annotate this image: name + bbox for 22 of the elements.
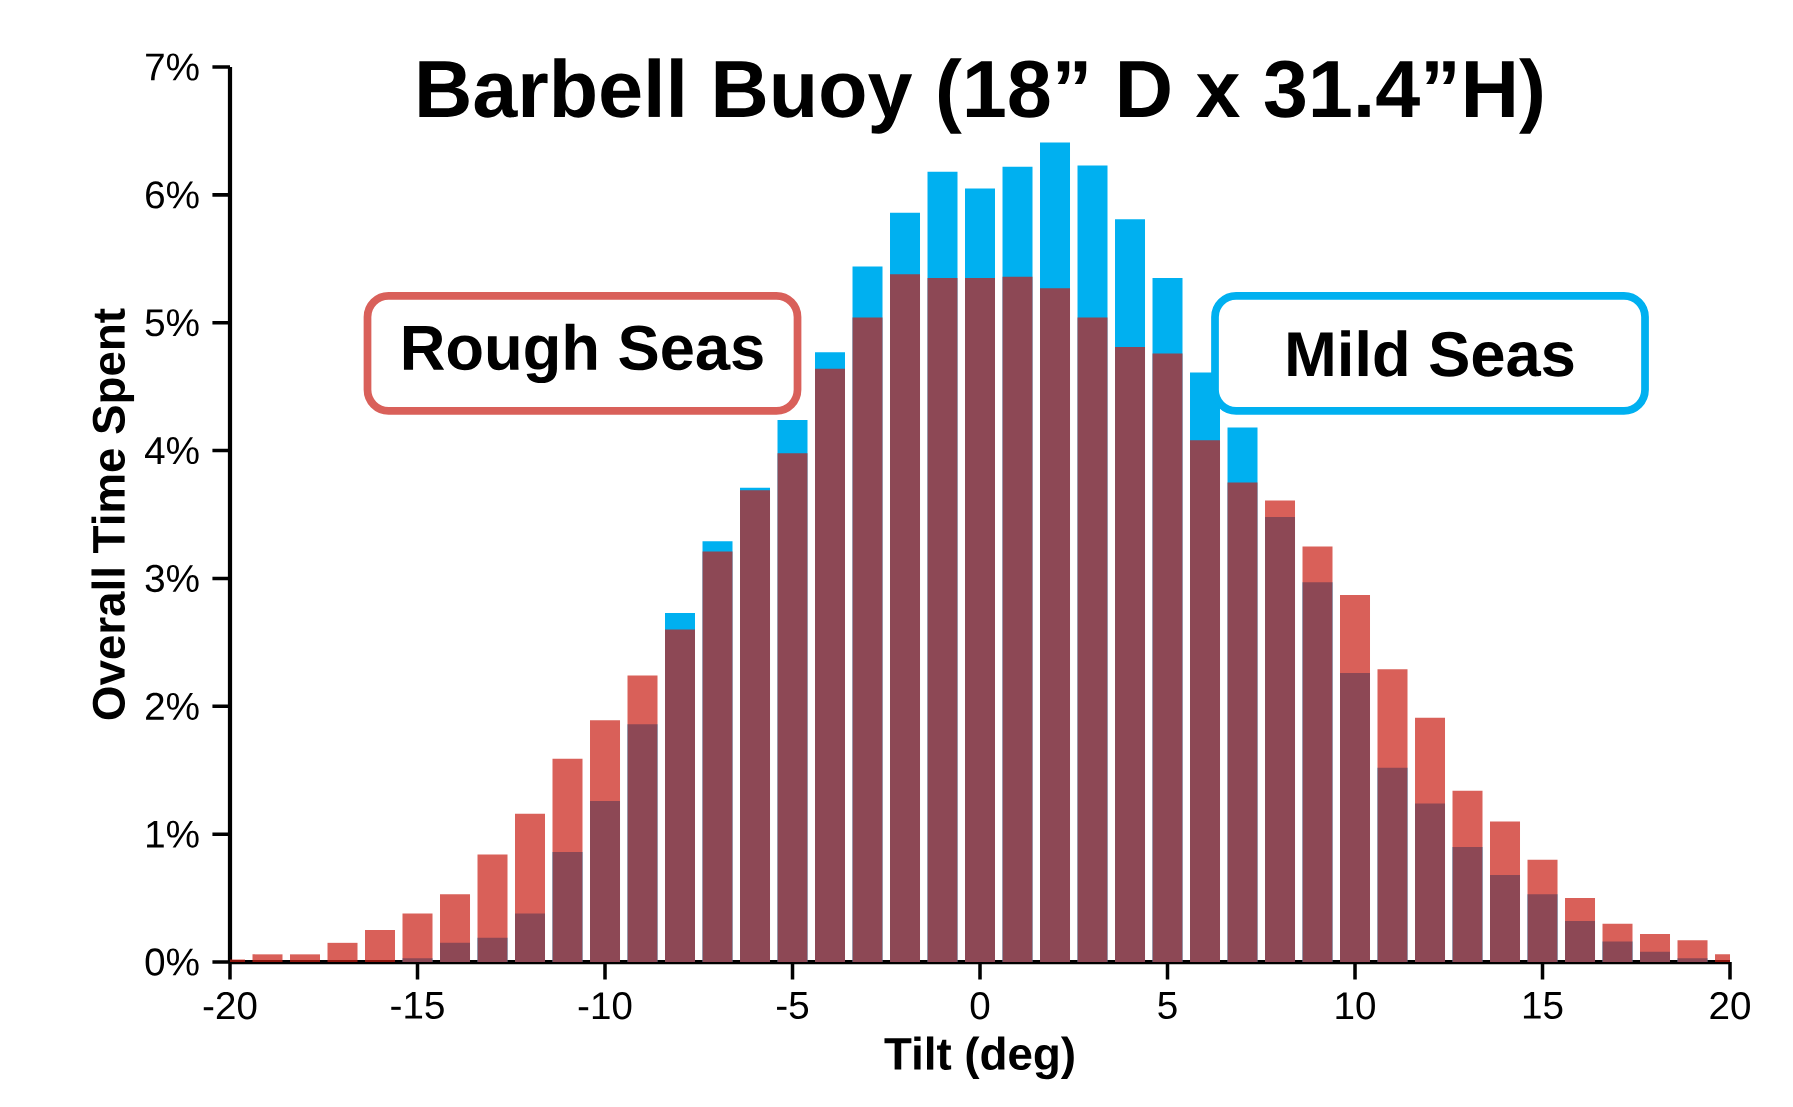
legend-label: Rough Seas: [403, 323, 763, 384]
y-tick-label: 3%: [145, 564, 199, 593]
y-tick-label: 5%: [145, 309, 199, 337]
chart-title: Barbell Buoy (18” D x 31.4”H): [419, 58, 1542, 134]
x-tick-label: -15: [391, 992, 444, 1019]
x-axis-title: Tilt (deg): [884, 1036, 1074, 1080]
x-tick-label: -10: [578, 992, 632, 1020]
legend-label: Mild Seas: [1288, 330, 1574, 377]
x-tick-label: 10: [1336, 992, 1375, 1020]
y-tick-label: 2%: [146, 692, 199, 720]
x-tick-label: 0: [970, 992, 990, 1020]
x-tick-label: 15: [1523, 992, 1563, 1019]
y-tick-label: 4%: [145, 437, 199, 465]
y-tick-label: 1%: [147, 820, 199, 848]
y-tick-label: 7%: [146, 53, 199, 81]
x-tick-label: 20: [1710, 992, 1750, 1020]
x-tick-label: 5: [1158, 992, 1177, 1019]
y-tick-label: 0%: [145, 948, 199, 976]
y-axis-title: Overall Time Spent: [91, 308, 135, 720]
x-tick-label: -20: [203, 992, 257, 1020]
y-tick-label: 6%: [146, 181, 199, 209]
x-tick-label: -5: [777, 992, 809, 1019]
